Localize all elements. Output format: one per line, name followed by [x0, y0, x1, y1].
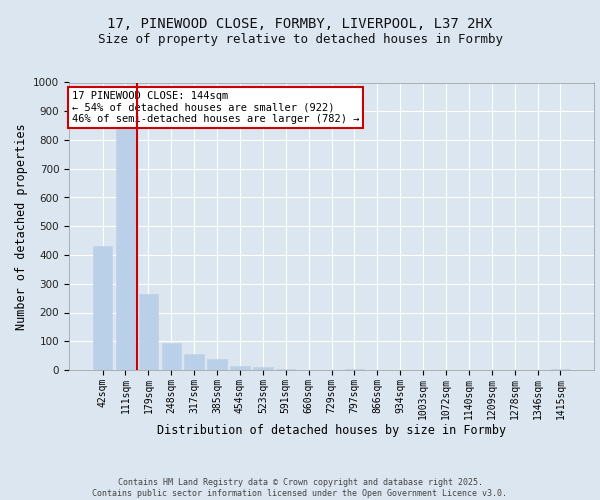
Bar — [161, 342, 181, 370]
Bar — [551, 368, 570, 370]
Bar — [139, 294, 158, 370]
Bar — [208, 358, 227, 370]
Y-axis label: Number of detached properties: Number of detached properties — [14, 123, 28, 330]
Text: Contains HM Land Registry data © Crown copyright and database right 2025.
Contai: Contains HM Land Registry data © Crown c… — [92, 478, 508, 498]
Text: Size of property relative to detached houses in Formby: Size of property relative to detached ho… — [97, 32, 503, 46]
Text: 17, PINEWOOD CLOSE, FORMBY, LIVERPOOL, L37 2HX: 17, PINEWOOD CLOSE, FORMBY, LIVERPOOL, L… — [107, 18, 493, 32]
Bar — [276, 368, 295, 370]
Bar — [116, 128, 135, 370]
Bar — [184, 354, 204, 370]
Bar — [93, 246, 112, 370]
Bar — [230, 366, 250, 370]
Text: 17 PINEWOOD CLOSE: 144sqm
← 54% of detached houses are smaller (922)
46% of semi: 17 PINEWOOD CLOSE: 144sqm ← 54% of detac… — [71, 91, 359, 124]
Bar — [344, 368, 364, 370]
X-axis label: Distribution of detached houses by size in Formby: Distribution of detached houses by size … — [157, 424, 506, 438]
Bar — [253, 367, 272, 370]
